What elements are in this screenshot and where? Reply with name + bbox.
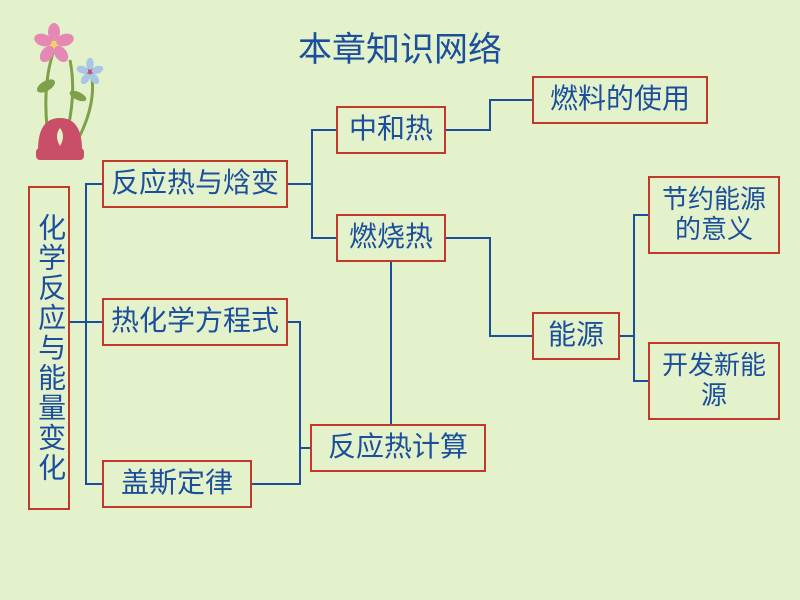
node-energy: 能源 — [532, 312, 620, 360]
node-fuel: 燃料的使用 — [532, 76, 708, 124]
node-root: 化学反应与能量变化 — [28, 186, 70, 510]
node-mid2: 燃烧热 — [336, 214, 446, 262]
node-b2: 热化学方程式 — [102, 298, 288, 346]
node-mid1: 中和热 — [336, 106, 446, 154]
decorative-plant — [0, 0, 120, 160]
node-save: 节约能源的意义 — [648, 176, 780, 254]
node-b1: 反应热与焓变 — [102, 160, 288, 208]
node-dev: 开发新能源 — [648, 342, 780, 420]
node-calc: 反应热计算 — [310, 424, 486, 472]
node-b3: 盖斯定律 — [102, 460, 252, 508]
